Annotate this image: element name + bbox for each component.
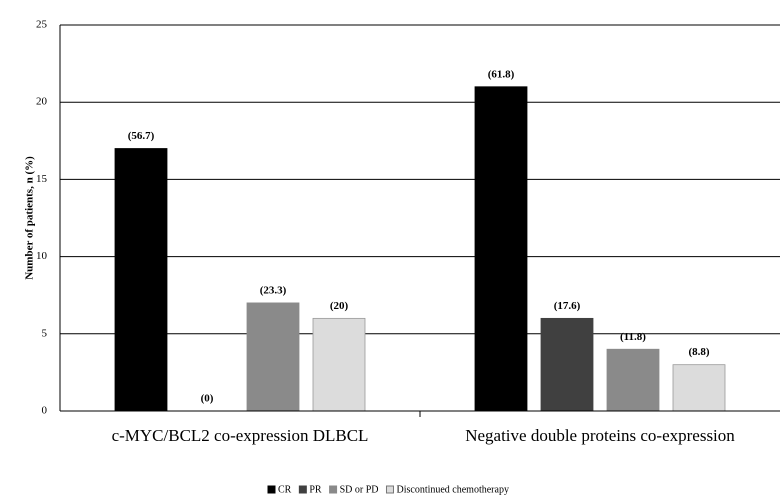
legend-label: PR	[309, 484, 322, 495]
y-tick-label: 0	[42, 405, 48, 417]
legend-swatch	[298, 485, 307, 494]
legend-swatch	[385, 485, 394, 494]
data-label: (0)	[201, 393, 214, 405]
bar	[606, 348, 660, 412]
y-tick-label: 15	[36, 173, 48, 185]
y-tick-label: 20	[36, 96, 48, 108]
bar	[246, 302, 300, 412]
data-label: (56.7)	[128, 130, 155, 142]
legend-label: SD or PD	[340, 484, 379, 495]
bar	[114, 148, 168, 412]
y-tick-label: 5	[42, 327, 48, 339]
data-label: (17.6)	[554, 300, 581, 312]
legend-swatch	[329, 485, 338, 494]
data-label: (11.8)	[620, 331, 646, 343]
x-tick-label: Negative double proteins co-expression	[465, 426, 735, 445]
y-axis-label: Number of patients, n (%)	[24, 156, 36, 280]
bar	[312, 317, 366, 412]
legend-swatch	[267, 485, 276, 494]
legend-label: Discontinued chemotherapy	[396, 484, 508, 495]
bar	[672, 364, 726, 412]
data-label: (20)	[330, 300, 349, 312]
data-label: (8.8)	[688, 346, 709, 358]
y-tick-label: 10	[36, 250, 48, 262]
x-tick-label: c-MYC/BCL2 co-expression DLBCL	[112, 426, 369, 445]
legend-label: CR	[278, 484, 292, 495]
bar	[540, 317, 594, 412]
data-label: (23.3)	[260, 284, 287, 296]
y-tick-label: 25	[36, 19, 48, 31]
bar	[474, 86, 528, 412]
data-label: (61.8)	[488, 68, 515, 80]
